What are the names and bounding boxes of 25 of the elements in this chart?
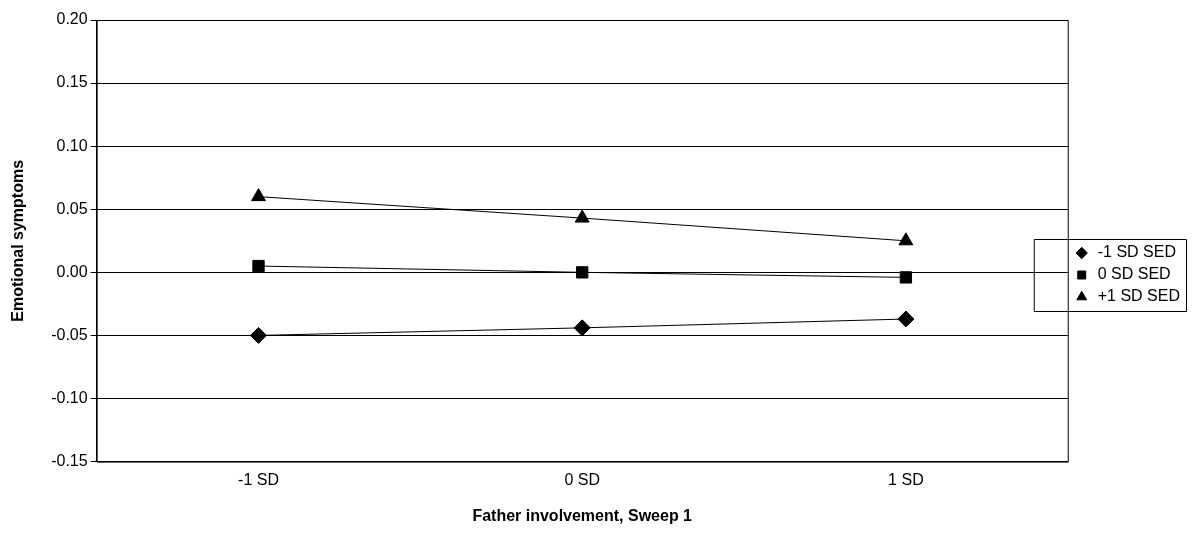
legend-label: +1 SD SED bbox=[1097, 287, 1181, 305]
point bbox=[252, 259, 265, 273]
y-tick-label: -0.15 bbox=[51, 452, 88, 470]
legend-label: -1 SD SED bbox=[1097, 243, 1176, 261]
y-tick-label: 0.00 bbox=[56, 262, 88, 280]
point bbox=[576, 266, 589, 279]
x-tick-label: 1 SD bbox=[888, 470, 924, 488]
point bbox=[899, 271, 913, 284]
y-tick-label: -0.05 bbox=[51, 325, 88, 343]
x-tick-label: -1 SD bbox=[238, 470, 279, 488]
point bbox=[897, 310, 915, 328]
point bbox=[573, 319, 591, 337]
y-tick-label: -0.10 bbox=[51, 388, 88, 406]
point bbox=[251, 188, 266, 202]
y-tick-label: 0.15 bbox=[56, 73, 88, 91]
x-axis-title: Father involvement, Sweep 1 bbox=[472, 506, 693, 524]
y-axis-title: Emotional symptoms bbox=[9, 159, 27, 322]
y-tick-label: 0.05 bbox=[56, 199, 88, 217]
point bbox=[250, 326, 268, 344]
y-tick-label: 0.20 bbox=[56, 10, 88, 28]
y-tick-label: 0.10 bbox=[56, 136, 88, 154]
point bbox=[574, 209, 590, 223]
x-tick-label: 0 SD bbox=[564, 470, 600, 488]
legend-label: 0 SD SED bbox=[1097, 265, 1171, 283]
point bbox=[898, 232, 914, 246]
